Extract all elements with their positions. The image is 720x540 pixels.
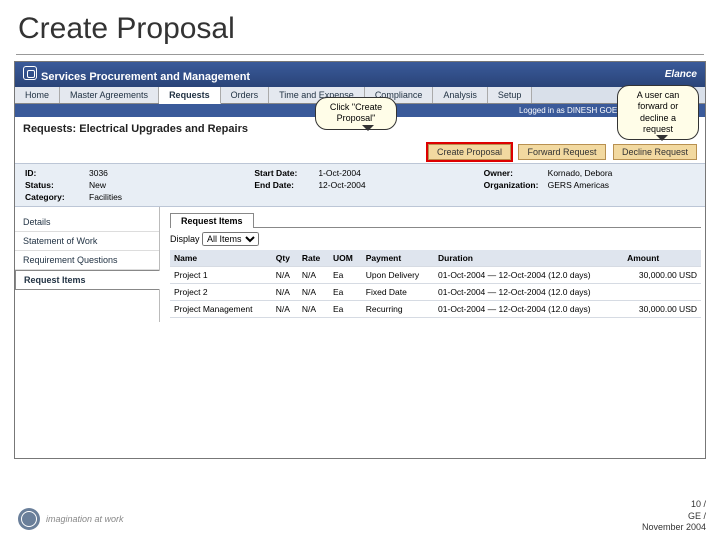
- create-proposal-button[interactable]: Create Proposal: [428, 144, 511, 160]
- cell-name: Project 1: [170, 267, 272, 284]
- footer-date: November 2004: [642, 522, 706, 534]
- id-value: 3036: [89, 168, 108, 178]
- footer-page: 10 /: [642, 499, 706, 511]
- display-select[interactable]: All Items: [202, 232, 259, 246]
- tab-requests[interactable]: Requests: [159, 87, 221, 104]
- end-value: 12-Oct-2004: [318, 180, 365, 190]
- slide-title: Create Proposal: [0, 0, 720, 54]
- category-label: Category:: [25, 192, 83, 202]
- status-value: New: [89, 180, 106, 190]
- app-window: Click "Create Proposal" A user can forwa…: [14, 61, 706, 459]
- section-tab[interactable]: Request Items: [170, 213, 254, 228]
- cell-uom: Ea: [329, 301, 362, 318]
- side-tabs: Details Statement of Work Requirement Qu…: [15, 207, 160, 322]
- forward-request-button[interactable]: Forward Request: [518, 144, 605, 160]
- footer-logo: imagination at work: [18, 508, 124, 530]
- vtab-request-items[interactable]: Request Items: [15, 270, 160, 290]
- cell-uom: Ea: [329, 267, 362, 284]
- org-label: Organization:: [484, 180, 542, 190]
- col-rate: Rate: [298, 250, 329, 267]
- cell-qty: N/A: [272, 267, 298, 284]
- callout-create: Click "Create Proposal": [315, 97, 397, 130]
- display-row: Display All Items: [170, 228, 701, 250]
- tab-setup[interactable]: Setup: [488, 87, 533, 103]
- cell-duration: 01-Oct-2004 — 12-Oct-2004 (12.0 days): [434, 267, 623, 284]
- footer-text: 10 / GE / November 2004: [642, 499, 706, 534]
- cell-duration: 01-Oct-2004 — 12-Oct-2004 (12.0 days): [434, 284, 623, 301]
- col-qty: Qty: [272, 250, 298, 267]
- cell-payment: Recurring: [362, 301, 434, 318]
- table-row[interactable]: Project Management N/A N/A Ea Recurring …: [170, 301, 701, 318]
- tab-analysis[interactable]: Analysis: [433, 87, 488, 103]
- decline-request-button[interactable]: Decline Request: [613, 144, 697, 160]
- cell-name: Project Management: [170, 301, 272, 318]
- tab-home[interactable]: Home: [15, 87, 60, 103]
- cell-rate: N/A: [298, 301, 329, 318]
- app-logo-icon: [23, 66, 37, 80]
- callout-forward-decline: A user can forward or decline a request: [617, 85, 699, 140]
- footer-tagline: imagination at work: [46, 514, 124, 524]
- cell-amount: [623, 284, 701, 301]
- owner-value: Kornado, Debora: [548, 168, 613, 178]
- vtab-sow[interactable]: Statement of Work: [15, 232, 159, 251]
- table-row[interactable]: Project 2 N/A N/A Ea Fixed Date 01-Oct-2…: [170, 284, 701, 301]
- org-value: GERS Americas: [548, 180, 609, 190]
- body-area: Details Statement of Work Requirement Qu…: [15, 207, 705, 322]
- items-table: Name Qty Rate UOM Payment Duration Amoun…: [170, 250, 701, 318]
- app-header-title: Services Procurement and Management: [41, 71, 250, 83]
- title-underline: [16, 54, 704, 55]
- category-value: Facilities: [89, 192, 122, 202]
- table-wrap: Display All Items Name Qty Rate UOM Paym…: [170, 227, 701, 318]
- end-label: End Date:: [254, 180, 312, 190]
- table-row[interactable]: Project 1 N/A N/A Ea Upon Delivery 01-Oc…: [170, 267, 701, 284]
- tab-orders[interactable]: Orders: [221, 87, 270, 103]
- col-uom: UOM: [329, 250, 362, 267]
- id-label: ID:: [25, 168, 83, 178]
- cell-payment: Upon Delivery: [362, 267, 434, 284]
- cell-amount: 30,000.00 USD: [623, 267, 701, 284]
- cell-amount: 30,000.00 USD: [623, 301, 701, 318]
- cell-name: Project 2: [170, 284, 272, 301]
- cell-rate: N/A: [298, 284, 329, 301]
- content-pane: Request Items Display All Items Name Qty…: [160, 207, 705, 322]
- footer-ge: GE /: [642, 511, 706, 523]
- col-name: Name: [170, 250, 272, 267]
- start-label: Start Date:: [254, 168, 312, 178]
- start-value: 1-Oct-2004: [318, 168, 361, 178]
- cell-rate: N/A: [298, 267, 329, 284]
- cell-qty: N/A: [272, 301, 298, 318]
- col-amount: Amount: [623, 250, 701, 267]
- tab-master-agreements[interactable]: Master Agreements: [60, 87, 159, 103]
- col-duration: Duration: [434, 250, 623, 267]
- display-label: Display: [170, 234, 200, 244]
- cell-uom: Ea: [329, 284, 362, 301]
- info-bar: ID: 3036 Start Date: 1-Oct-2004 Owner: Korn…: [15, 163, 705, 207]
- col-payment: Payment: [362, 250, 434, 267]
- owner-label: Owner:: [484, 168, 542, 178]
- cell-duration: 01-Oct-2004 — 12-Oct-2004 (12.0 days): [434, 301, 623, 318]
- vendor-logo: Elance: [665, 69, 697, 80]
- vtab-req-questions[interactable]: Requirement Questions: [15, 251, 159, 270]
- app-header: Services Procurement and Management Elan…: [15, 62, 705, 87]
- cell-qty: N/A: [272, 284, 298, 301]
- status-label: Status:: [25, 180, 83, 190]
- ge-logo-icon: [18, 508, 40, 530]
- action-row: Create Proposal Forward Request Decline …: [15, 139, 705, 163]
- vtab-details[interactable]: Details: [15, 213, 159, 232]
- cell-payment: Fixed Date: [362, 284, 434, 301]
